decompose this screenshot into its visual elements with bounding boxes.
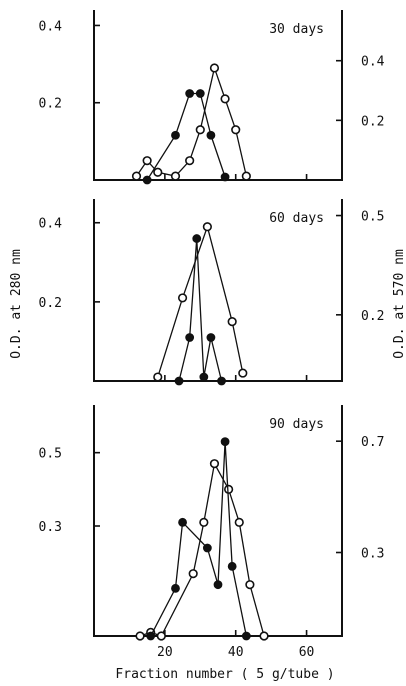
data-point-filled-60-days-5 — [217, 376, 226, 386]
series-line-open-90-days — [139, 461, 265, 637]
data-point-filled-90-days-0 — [146, 631, 156, 641]
panel-30-days: 0.2 0.4 0.2 0.4 30 days — [39, 10, 385, 185]
data-point-open-90-days-8 — [245, 580, 255, 590]
data-point-open-90-days-5 — [209, 459, 220, 469]
data-point-filled-30-days-3 — [195, 89, 205, 98]
data-point-open-30-days-4 — [185, 156, 195, 166]
left-tick-label-30-days-0: 0.2 — [39, 97, 62, 112]
data-point-open-30-days-5 — [195, 125, 205, 135]
left-tick-label-90-days-1: 0.5 — [39, 447, 62, 462]
data-point-open-90-days-0 — [135, 631, 145, 641]
data-point-open-30-days-9 — [241, 171, 251, 181]
data-point-filled-60-days-2 — [192, 234, 202, 243]
data-point-open-60-days-2 — [202, 222, 212, 232]
data-point-filled-60-days-3 — [199, 372, 209, 382]
panel-90-days: 0.3 0.5 0.3 0.7 20 40 60 90 days — [39, 405, 384, 660]
series-line-open-30-days — [135, 65, 247, 177]
panel-60-days: 0.2 0.4 0.2 0.5 60 days — [39, 199, 384, 386]
left-tick-label-90-days-0: 0.3 — [39, 520, 62, 535]
data-point-filled-90-days-6 — [227, 561, 237, 571]
right-tick-label-60-days-0: 0.2 — [361, 309, 384, 324]
data-point-filled-90-days-2 — [178, 517, 187, 527]
right-tick-label-30-days-0: 0.2 — [361, 114, 384, 129]
data-point-open-60-days-3 — [227, 317, 237, 327]
left-tick-label-60-days-0: 0.2 — [39, 296, 62, 311]
left-axis-label: O.D. at 280 nm — [9, 249, 24, 359]
axes-frame-60-days — [93, 199, 343, 382]
series-line-filled-60-days — [178, 238, 223, 382]
right-tick-label-90-days-1: 0.7 — [361, 435, 384, 450]
panel-label-30-days: 30 days — [269, 22, 324, 37]
data-point-filled-30-days-1 — [171, 130, 180, 140]
x-tick-label-0: 20 — [157, 645, 173, 660]
data-point-open-30-days-8 — [231, 125, 241, 135]
right-tick-label-60-days-1: 0.5 — [361, 210, 384, 225]
data-point-filled-90-days-1 — [171, 583, 180, 593]
data-point-filled-30-days-4 — [206, 130, 216, 140]
x-tick-label-2: 60 — [299, 645, 315, 660]
data-point-filled-30-days-5 — [220, 172, 230, 182]
axes-frame-30-days — [93, 10, 343, 181]
right-axis-label: O.D. at 570 nm — [392, 249, 406, 359]
panel-label-90-days: 90 days — [269, 417, 324, 432]
data-point-open-30-days-7 — [220, 94, 230, 104]
data-point-open-90-days-3 — [188, 569, 198, 579]
data-point-open-30-days-2 — [153, 167, 163, 177]
data-point-filled-90-days-7 — [241, 631, 251, 641]
data-point-filled-30-days-0 — [142, 175, 152, 185]
data-point-open-90-days-6 — [224, 484, 234, 494]
left-tick-label-30-days-1: 0.4 — [39, 19, 63, 34]
data-point-open-30-days-6 — [209, 63, 220, 73]
right-tick-label-30-days-1: 0.4 — [361, 55, 385, 70]
data-point-open-60-days-4 — [238, 368, 248, 378]
data-point-open-90-days-2 — [156, 631, 166, 641]
data-point-filled-90-days-4 — [213, 580, 223, 590]
data-point-open-90-days-7 — [234, 517, 244, 527]
data-point-open-30-days-1 — [142, 156, 152, 166]
data-point-open-30-days-3 — [170, 171, 181, 181]
panel-label-60-days: 60 days — [269, 211, 324, 226]
data-point-filled-60-days-0 — [174, 376, 184, 386]
right-tick-label-90-days-0: 0.3 — [361, 547, 384, 562]
data-point-open-30-days-0 — [131, 171, 142, 181]
data-point-filled-60-days-1 — [185, 333, 195, 342]
data-point-filled-90-days-3 — [202, 543, 212, 553]
data-point-open-60-days-1 — [177, 293, 188, 303]
left-tick-label-60-days-1: 0.4 — [39, 217, 63, 232]
data-point-filled-90-days-5 — [220, 437, 230, 447]
data-point-filled-30-days-2 — [185, 89, 195, 98]
series-line-filled-90-days — [150, 441, 247, 637]
data-point-filled-60-days-4 — [206, 333, 216, 342]
data-point-open-90-days-4 — [199, 517, 209, 527]
x-axis-label: Fraction number ( 5 g/tube ) — [115, 667, 334, 682]
x-tick-label-1: 40 — [228, 645, 244, 660]
axes-frame-90-days — [93, 405, 343, 637]
data-point-open-60-days-0 — [153, 372, 163, 382]
data-point-open-90-days-9 — [259, 631, 269, 641]
series-line-filled-30-days — [146, 92, 226, 181]
